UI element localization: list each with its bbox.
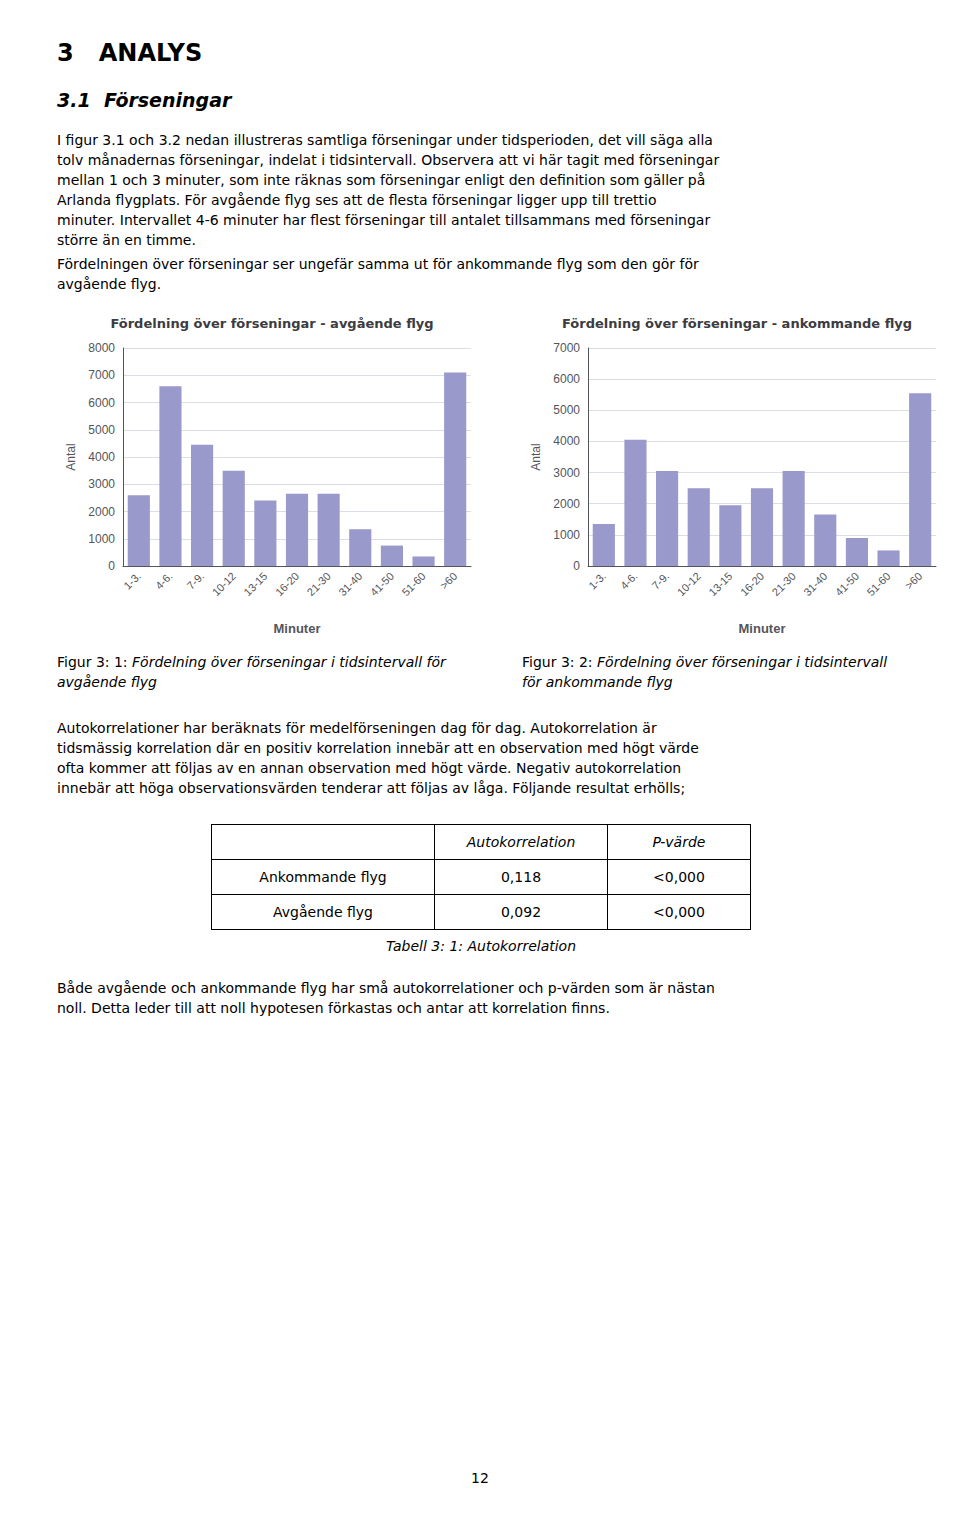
html-text:Ankommande flyg: Ankommande flyg	[259, 869, 387, 885]
svg-text:41-50: 41-50	[368, 570, 396, 598]
svg-text:3000: 3000	[553, 466, 580, 480]
html-text:Arlanda flygplats. För avgåend: Arlanda flygplats. För avgående flyg ses…	[57, 192, 657, 208]
svg-text:4-6.: 4-6.	[618, 570, 640, 592]
svg-text:7-9.: 7-9.	[649, 570, 671, 592]
svg-text:41-50: 41-50	[833, 570, 861, 598]
svg-text:10-12: 10-12	[210, 570, 238, 598]
svg-text:7-9.: 7-9.	[184, 570, 206, 592]
html-text:innebär att höga observationsv: innebär att höga observationsvärden tend…	[57, 780, 686, 796]
html-text:Fördelningen över förseningar: Fördelningen över förseningar ser ungefä…	[57, 256, 699, 272]
svg-text:1000: 1000	[553, 528, 580, 542]
html-text:Autokorrelationer har beräknat: Autokorrelationer har beräknats för mede…	[57, 720, 657, 736]
svg-text:4000: 4000	[553, 434, 580, 448]
html-text:3.1 Förseningar: 3.1 Förseningar	[57, 89, 232, 111]
svg-text:7000: 7000	[88, 368, 115, 382]
svg-text:13-15: 13-15	[706, 570, 734, 598]
svg-text:>60: >60	[438, 570, 460, 592]
svg-text:16-20: 16-20	[273, 570, 301, 598]
svg-text:Antal: Antal	[529, 443, 543, 470]
svg-text:6000: 6000	[88, 396, 115, 410]
svg-text:Fördelning över förseningar -: Fördelning över förseningar - ankommande…	[562, 316, 912, 331]
svg-text:5000: 5000	[88, 423, 115, 437]
svg-text:Minuter: Minuter	[739, 621, 786, 636]
svg-text:0: 0	[108, 559, 115, 573]
svg-text:16-20: 16-20	[738, 570, 766, 598]
html-text:Figur 3: 1: Fördelning över fö: Figur 3: 1: Fördelning över förseningar …	[57, 654, 446, 690]
html-text:ofta kommer att följas av en a: ofta kommer att följas av en annan obser…	[57, 760, 682, 776]
svg-text:5000: 5000	[553, 403, 580, 417]
svg-text:51-60: 51-60	[864, 570, 892, 598]
html-text:Figur 3: 2: Fördelning över fö: Figur 3: 2: Fördelning över förseningar …	[522, 654, 888, 670]
svg-text:8000: 8000	[88, 341, 115, 355]
svg-text:10-12: 10-12	[675, 570, 703, 598]
html-text:<0,000: <0,000	[653, 869, 705, 885]
html-text:Avgående flyg: Avgående flyg	[273, 904, 373, 920]
svg-text:2000: 2000	[88, 505, 115, 519]
svg-text:13-15: 13-15	[241, 570, 269, 598]
html-text:Tabell 3: 1: Autokorrelation: Tabell 3: 1: Autokorrelation	[385, 938, 577, 954]
svg-text:6000: 6000	[553, 372, 580, 386]
html-text:0,118: 0,118	[501, 869, 541, 885]
svg-text:Antal: Antal	[64, 443, 78, 470]
svg-text:1000: 1000	[88, 532, 115, 546]
svg-text:3000: 3000	[88, 477, 115, 491]
html-text:12: 12	[471, 1470, 489, 1486]
svg-text:2000: 2000	[553, 497, 580, 511]
html-text:för ankommande flyg: för ankommande flyg	[522, 674, 673, 690]
html-text:0,092: 0,092	[501, 904, 541, 920]
svg-text:21-30: 21-30	[305, 570, 333, 598]
html-text:minuter. Intervallet 4-6 minut: minuter. Intervallet 4-6 minuter har fle…	[57, 212, 711, 228]
html-text:<0,000: <0,000	[653, 904, 705, 920]
html-text:större än en timme.: större än en timme.	[57, 232, 196, 248]
html-text:3 ANALYS: 3 ANALYS	[57, 39, 203, 67]
svg-text:1-3.: 1-3.	[586, 570, 608, 592]
html-text:avgående flyg.: avgående flyg.	[57, 276, 162, 292]
html-text:tolv månadernas förseningar, i: tolv månadernas förseningar, indelat i t…	[57, 152, 720, 168]
svg-text:31-40: 31-40	[336, 570, 364, 598]
svg-text:>60: >60	[903, 570, 925, 592]
html-text:Autokorrelation: Autokorrelation	[466, 834, 576, 850]
html-text:noll. Detta leder till att nol: noll. Detta leder till att noll hypotese…	[57, 1000, 610, 1016]
html-text:mellan 1 och 3 minuter, som in: mellan 1 och 3 minuter, som inte räknas …	[57, 172, 706, 188]
svg-text:4000: 4000	[88, 450, 115, 464]
svg-text:0: 0	[573, 559, 580, 573]
svg-text:7000: 7000	[553, 341, 580, 355]
html-text:I figur 3.1 och 3.2 nedan illu: I figur 3.1 och 3.2 nedan illustreras sa…	[57, 132, 713, 148]
svg-text:Fördelning över förseningar -: Fördelning över förseningar - avgående f…	[110, 316, 433, 331]
html-text:P-värde: P-värde	[652, 834, 706, 850]
html-text:Både avgående och ankommande f: Både avgående och ankommande flyg har sm…	[57, 980, 715, 996]
svg-text:31-40: 31-40	[801, 570, 829, 598]
html-text:tidsmässig korrelation där en: tidsmässig korrelation där en positiv ko…	[57, 740, 699, 756]
svg-text:4-6.: 4-6.	[153, 570, 175, 592]
svg-text:21-30: 21-30	[770, 570, 798, 598]
svg-text:Minuter: Minuter	[274, 621, 321, 636]
svg-text:51-60: 51-60	[399, 570, 427, 598]
svg-text:1-3.: 1-3.	[121, 570, 143, 592]
